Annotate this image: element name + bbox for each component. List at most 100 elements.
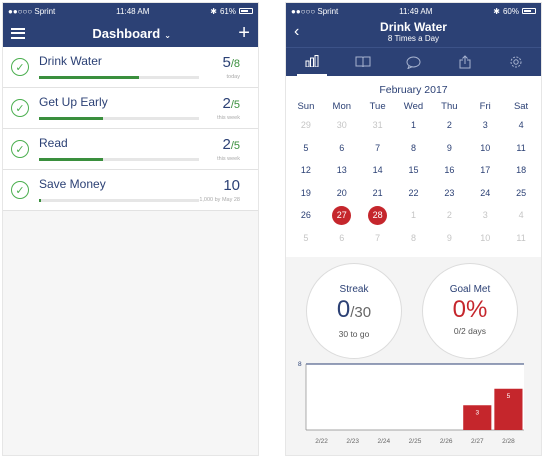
checkmark-icon[interactable]: ✓ xyxy=(11,58,29,76)
calendar-day[interactable]: 18 xyxy=(516,165,527,176)
calendar-day[interactable]: 5 xyxy=(303,232,309,243)
clock-label: 11:48 AM xyxy=(116,6,150,16)
bar xyxy=(463,405,492,430)
habit-name: Get Up Early xyxy=(39,95,108,109)
weekday-label: Sun xyxy=(297,101,315,112)
calendar-day[interactable]: 3 xyxy=(482,120,488,131)
calendar-day[interactable]: 30 xyxy=(336,120,347,131)
calendar-day[interactable]: 6 xyxy=(339,232,345,243)
calendar-day[interactable]: 25 xyxy=(516,187,527,198)
calendar-day[interactable]: 11 xyxy=(516,232,526,243)
calendar-day[interactable]: 24 xyxy=(480,187,491,198)
habit-row[interactable]: ✓ Drink Water 5/8 today xyxy=(3,47,258,88)
calendar-day[interactable]: 2 xyxy=(446,210,452,221)
weekday-label: Fri xyxy=(479,101,491,112)
checkmark-icon[interactable]: ✓ xyxy=(11,140,29,158)
streak-value: 0 xyxy=(336,296,351,323)
calendar-day[interactable]: 31 xyxy=(372,120,383,131)
checkmark-icon[interactable]: ✓ xyxy=(11,99,29,117)
calendar-day[interactable]: 15 xyxy=(408,165,419,176)
calendar-day-completed[interactable]: 27 xyxy=(324,204,360,227)
calendar-day[interactable]: 1 xyxy=(410,120,416,131)
battery-label: 60% xyxy=(502,6,519,16)
clock-label: 11:49 AM xyxy=(399,6,433,16)
calendar-day[interactable]: 9 xyxy=(446,142,452,153)
calendar-day[interactable]: 19 xyxy=(300,187,311,198)
calendar-day-completed[interactable]: 28 xyxy=(360,204,396,227)
calendar-day[interactable]: 8 xyxy=(410,142,416,153)
battery-icon xyxy=(522,8,536,14)
carrier-label: ●●○○○ Sprint xyxy=(291,6,339,16)
plus-icon[interactable]: + xyxy=(238,22,250,44)
comment-icon[interactable] xyxy=(399,48,429,76)
goal-days: 0/2 days xyxy=(453,326,487,336)
dashboard-title[interactable]: Dashboard ⌄ xyxy=(92,26,171,41)
habit-name: Save Money xyxy=(39,177,106,191)
calendar-day[interactable]: 2 xyxy=(446,120,452,131)
status-bar: ●●○○○ Sprint 11:49 AM ✱ 60% xyxy=(286,3,541,19)
habit-row[interactable]: ✓ Save Money 10 1,000 by May 28 xyxy=(3,170,258,211)
habit-count: 5/8 xyxy=(222,54,240,71)
calendar-day[interactable]: 7 xyxy=(375,142,381,153)
calendar-grid: Sun Mon Tue Wed Thu Fri Sat 29 30 31 1 2 3 4 5 6 7 8 9 10 11… xyxy=(286,101,541,249)
dashboard-header: Dashboard ⌄ + xyxy=(3,19,258,47)
calendar-day[interactable]: 4 xyxy=(518,210,524,221)
page-title: Dashboard xyxy=(92,25,161,41)
x-tick-label: 2/24 xyxy=(378,438,391,445)
calendar-day[interactable]: 22 xyxy=(408,187,419,198)
calendar-day[interactable]: 7 xyxy=(375,232,381,243)
calendar-day[interactable]: 16 xyxy=(444,165,455,176)
weekday-label: Sat xyxy=(513,101,529,112)
detail-toolbar xyxy=(286,47,541,76)
habit-count: 2/5 xyxy=(222,136,240,153)
habit-progress-bar xyxy=(39,199,199,202)
calendar-day[interactable]: 6 xyxy=(339,142,345,153)
habit-frequency: 8 Times a Day xyxy=(387,34,440,43)
habit-detail-screen: ●●○○○ Sprint 11:49 AM ✱ 60% ‹ Drink Wate… xyxy=(285,2,542,456)
habit-row[interactable]: ✓ Read 2/5 this week xyxy=(3,129,258,170)
calendar-day[interactable]: 21 xyxy=(372,187,383,198)
habit-progress-bar xyxy=(39,117,199,120)
habit-name: Read xyxy=(39,136,68,150)
habit-list: ✓ Drink Water 5/8 today ✓ Get Up Early 2… xyxy=(3,47,258,211)
settings-icon[interactable] xyxy=(501,48,531,76)
chart-icon[interactable] xyxy=(296,48,327,76)
calendar-day[interactable]: 5 xyxy=(303,142,309,153)
calendar-day[interactable]: 29 xyxy=(300,120,311,131)
chevron-down-icon: ⌄ xyxy=(164,30,171,40)
calendar-day[interactable]: 23 xyxy=(444,187,455,198)
calendar-day[interactable]: 26 xyxy=(300,210,311,221)
calendar-day[interactable]: 10 xyxy=(480,232,491,243)
weekday-label: Tue xyxy=(369,101,386,112)
progress-chart: 8 2/22 2/23 2/24 2/25 2/26 3 2/27 5 2/28 xyxy=(298,361,524,445)
calendar-day[interactable]: 8 xyxy=(410,232,416,243)
calendar-day[interactable]: 20 xyxy=(336,187,347,198)
calendar-day[interactable]: 11 xyxy=(516,142,526,153)
habit-count: 2/5 xyxy=(222,95,240,112)
x-tick-label: 2/28 xyxy=(502,438,515,445)
calendar-day[interactable]: 9 xyxy=(446,232,452,243)
streak-target: /30 xyxy=(350,304,372,321)
bar xyxy=(494,388,523,430)
battery-label: 61% xyxy=(219,6,236,16)
calendar-day[interactable]: 3 xyxy=(482,210,488,221)
habit-name: Drink Water xyxy=(39,54,102,68)
goal-value: 0% xyxy=(452,296,488,323)
status-bar: ●●○○○ Sprint 11:48 AM ✱ 61% xyxy=(3,3,258,19)
calendar-day[interactable]: 1 xyxy=(410,210,416,221)
book-icon[interactable] xyxy=(348,48,378,76)
habit-period: this week xyxy=(217,115,240,121)
calendar-day[interactable]: 14 xyxy=(372,165,383,176)
calendar-day[interactable]: 4 xyxy=(518,120,524,131)
calendar-day[interactable]: 12 xyxy=(300,165,311,176)
habit-period: this week xyxy=(217,156,240,162)
calendar-day[interactable]: 13 xyxy=(336,165,347,176)
habit-count: 10 xyxy=(223,177,240,194)
hamburger-icon[interactable] xyxy=(11,27,25,39)
share-icon[interactable] xyxy=(450,48,480,76)
habit-row[interactable]: ✓ Get Up Early 2/5 this week xyxy=(3,88,258,129)
back-icon[interactable]: ‹ xyxy=(294,23,300,40)
calendar-day[interactable]: 17 xyxy=(480,165,491,176)
calendar-day[interactable]: 10 xyxy=(480,142,491,153)
checkmark-icon[interactable]: ✓ xyxy=(11,181,29,199)
